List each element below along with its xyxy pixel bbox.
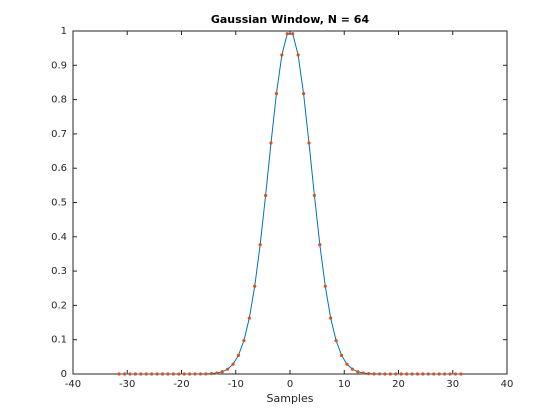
marker [166,372,170,376]
marker [139,372,143,376]
chart-title: Gaussian Window, N = 64 [211,13,370,26]
marker [291,32,295,36]
y-tick-label: 0.8 [51,95,67,106]
y-tick-label: 0.3 [51,266,67,277]
y-tick-label: 0.1 [51,335,67,346]
marker [209,372,213,376]
y-tick-label: 0.2 [51,300,67,311]
marker [383,372,387,376]
marker [307,141,311,145]
marker [437,372,441,376]
marker [459,372,463,376]
marker [367,372,371,376]
marker [399,372,403,376]
marker [236,353,241,357]
y-tick-label: 0.7 [51,129,67,140]
marker [188,372,192,376]
marker [334,339,338,343]
marker [312,193,317,198]
y-tick-label: 0.6 [51,163,67,174]
marker [443,372,447,376]
y-tick-label: 0.5 [51,198,67,209]
x-tick-label: -30 [119,379,135,390]
marker [122,372,127,376]
marker [193,372,197,376]
x-tick-label: 0 [287,379,293,390]
marker [339,353,344,357]
y-tick-label: 0 [61,369,67,380]
marker [372,372,376,376]
marker [432,372,436,376]
marker [177,372,181,376]
marker [410,372,414,376]
marker [318,243,322,247]
marker [421,372,425,376]
marker [269,141,273,145]
marker [263,193,268,198]
marker [150,372,154,376]
y-tick-label: 0.4 [51,232,67,243]
marker [361,371,365,375]
marker [128,372,132,376]
x-tick-label: 20 [392,379,405,390]
x-tick-label: 40 [501,379,514,390]
marker [329,316,333,320]
x-tick-label: 10 [338,379,351,390]
marker [198,372,203,376]
marker [204,372,208,376]
marker [182,372,186,376]
marker [323,284,327,288]
marker [285,32,289,36]
marker [171,372,175,376]
marker [231,362,235,366]
y-tick-label: 1 [61,26,67,37]
y-tick-label: 0.9 [51,60,67,71]
marker [394,372,398,376]
marker [377,372,382,376]
line [119,33,461,375]
marker [350,367,354,371]
marker [274,92,279,96]
x-tick-label: -20 [173,379,189,390]
marker [426,372,430,376]
marker [301,92,306,96]
marker [133,372,137,376]
marker [258,243,262,247]
x-axis-label: Samples [267,392,314,405]
marker [253,284,257,288]
marker [296,53,300,57]
axes-box [72,30,508,375]
marker [215,371,219,375]
x-tick-label: -40 [65,379,81,390]
marker [356,370,360,374]
marker [388,372,392,376]
marker [117,372,121,376]
marker [226,367,230,371]
marker [144,372,148,376]
marker [280,53,284,57]
marker [453,372,458,376]
marker [345,362,349,366]
marker [247,316,251,320]
marker [220,370,224,374]
marker [155,372,159,376]
x-tick-label: -10 [228,379,244,390]
x-tick-label: 30 [446,379,459,390]
marker [415,372,420,376]
marker [242,339,246,343]
marker [405,372,409,376]
marker [160,372,165,376]
marker [448,372,452,376]
